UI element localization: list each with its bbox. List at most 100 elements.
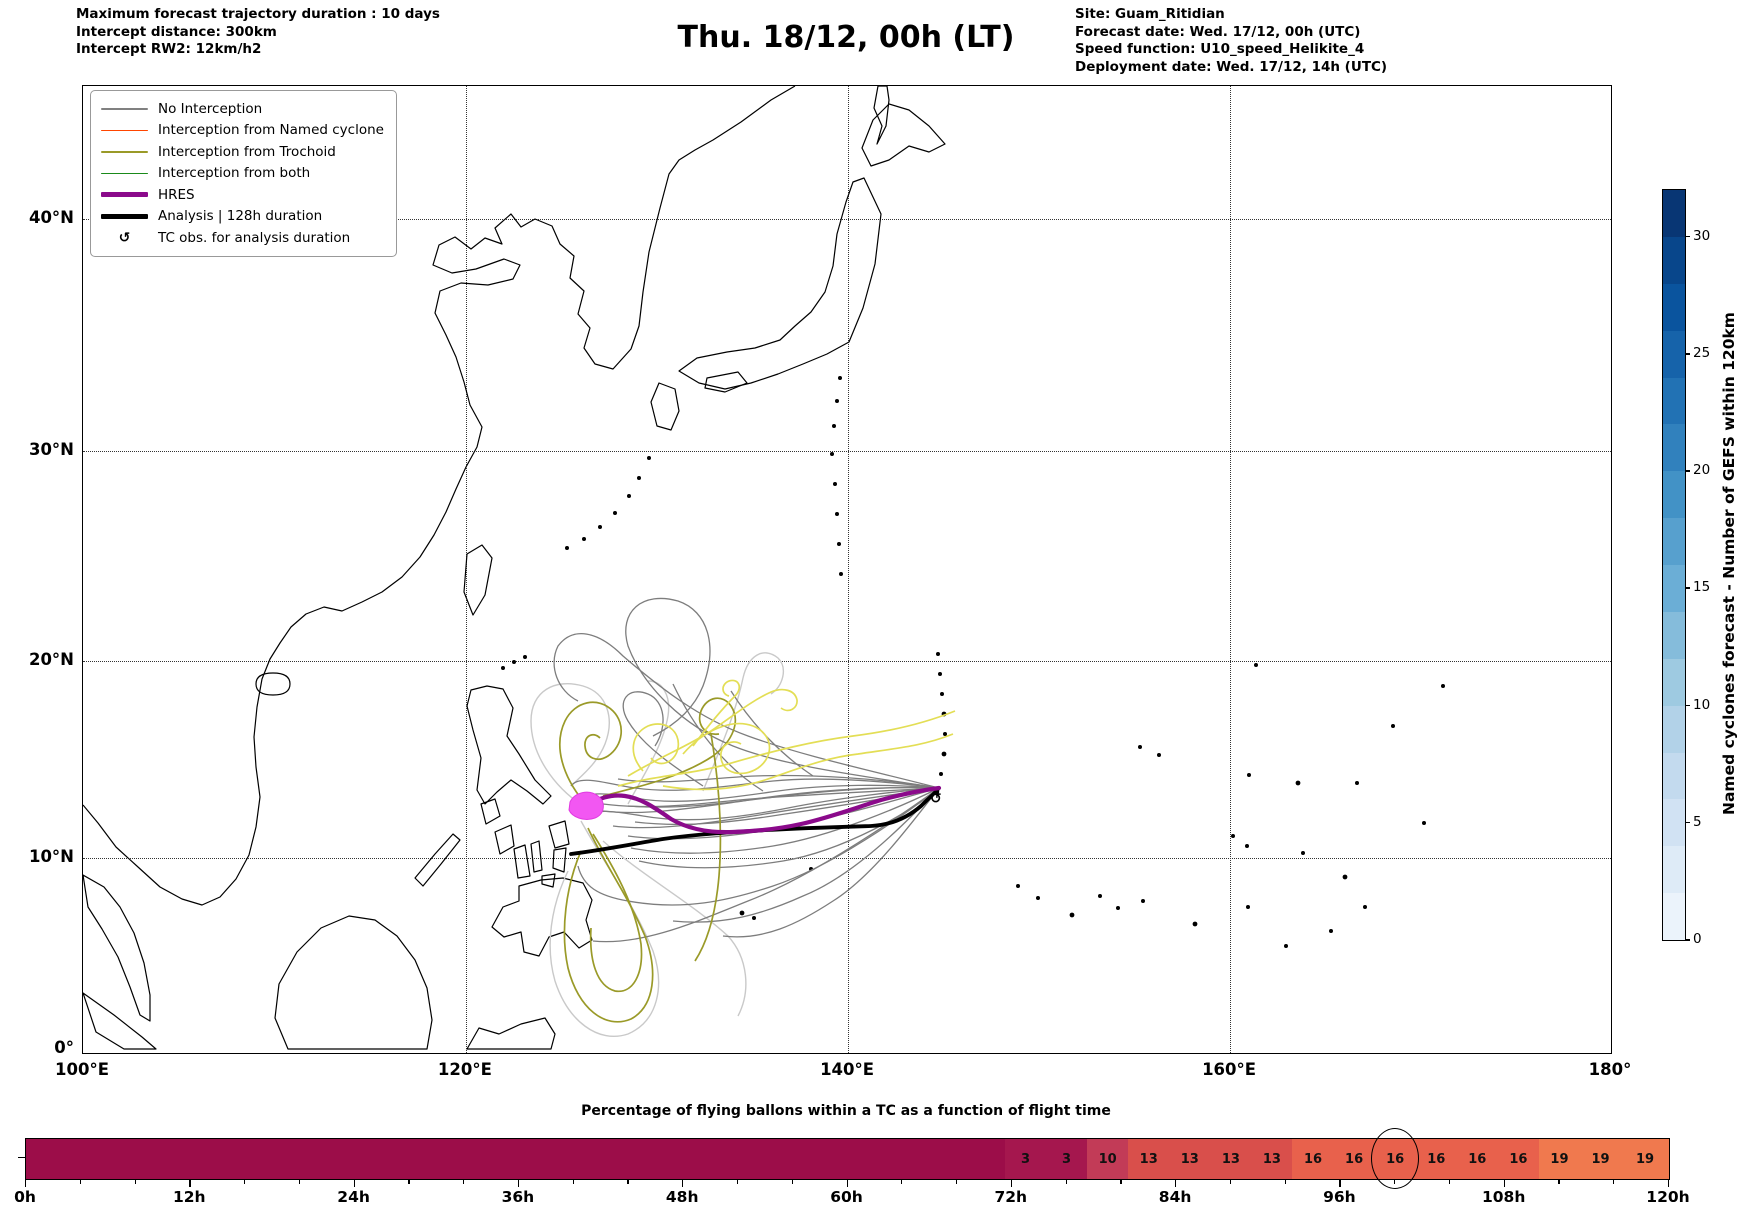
hour-tick-label: 120h [1646,1188,1690,1206]
hour-tick-label: 12h [172,1188,206,1206]
tc-position-cluster [568,791,604,820]
x-tick-label: 100°E [55,1060,109,1079]
flight-bar-cell: 16 [1456,1139,1498,1179]
trajectories-yellow [617,679,956,791]
colorbar-step [1663,658,1685,706]
axis-tick [517,1179,520,1187]
tc-obs-icon: ↺ [118,229,131,246]
flight-bar-cell-value: 16 [1427,1151,1446,1167]
ensemble-trajectories-gray [553,597,940,943]
axis-tick [463,1179,465,1184]
flight-bar-cell: 3 [1046,1139,1088,1179]
site-text: Site: Guam_Ritidian [1075,6,1225,22]
legend-line-swatch [101,129,148,131]
latitude-gridline [83,219,1611,221]
axis-tick [244,1179,246,1184]
colorbar-tick [1685,470,1690,472]
flight-bar-cell-value: 16 [1345,1151,1364,1167]
legend-label: Analysis | 128h duration [158,208,323,225]
hour-tick-label: 36h [501,1188,535,1206]
legend-line-swatch [101,108,148,110]
axis-tick [1558,1179,1560,1184]
legend-item: Interception from Named cyclone [101,120,384,142]
forecast-date-text: Forecast date: Wed. 17/12, 00h (UTC) [1075,23,1361,40]
colorbar-axis-label: Named cyclones forecast - Number of GEFS… [1720,312,1738,816]
axis-tick [1613,1179,1615,1184]
legend-line [101,151,148,153]
colorbar-tick [1685,353,1690,355]
hour-tick-label: 48h [665,1188,699,1206]
axis-tick [134,1179,136,1184]
legend-line-swatch [101,192,148,198]
flight-bar-cell-value: 13 [1139,1151,1158,1167]
axis-tick [1065,1179,1067,1184]
flight-bar-cell-value: 19 [1591,1151,1610,1167]
axis-tick [1503,1179,1505,1187]
site-info-block: Site: Guam_Ritidian Forecast date: Wed. … [1075,6,1387,76]
axis-tick [1284,1179,1286,1184]
colorbar-step [1663,471,1685,519]
flight-bar-cell: 19 [1621,1139,1669,1179]
y-tick-label: 10°N [28,847,74,867]
flight-bar-cell: 16 [1415,1139,1457,1179]
intercept-distance-text: Intercept distance: 300km [76,23,277,40]
axis-tick [791,1179,793,1184]
axis-tick [1668,1179,1670,1187]
speed-function-text: Speed function: U10_speed_Helikite_4 [1075,41,1365,57]
axis-tick [627,1179,629,1184]
flight-bar-cell: 19 [1538,1139,1580,1179]
hour-tick-label: 96h [1323,1188,1356,1206]
flight-bar-cell-value: 13 [1262,1151,1281,1167]
flight-bar-cell-value: 16 [1509,1151,1528,1167]
axis-tick [846,1179,848,1187]
flight-bar-cell-value: 13 [1221,1151,1240,1167]
coastlines [83,86,946,1050]
colorbar-step [1663,611,1685,659]
hour-tick-label: 72h [994,1188,1028,1206]
hour-tick-label: 0h [14,1188,36,1206]
legend-item: Interception from Trochoid [101,141,384,163]
colorbar-step [1663,236,1685,284]
legend-label: TC obs. for analysis duration [158,229,351,246]
colorbar-tick [1685,587,1690,589]
highlight-circle [1371,1128,1420,1189]
axis-tick [1448,1179,1451,1184]
hour-tick-label: 24h [337,1188,370,1206]
legend-label: No Interception [158,100,263,117]
legend-item: HRES [101,184,384,206]
axis-tick [189,1179,191,1187]
colorbar-tick-label: 25 [1693,345,1711,362]
axis-tick [1339,1179,1341,1187]
colorbar-tick-label: 30 [1693,227,1711,244]
flight-bar-cell: 13 [1128,1139,1170,1179]
flight-bar-cell-value: 13 [1180,1151,1199,1167]
axis-tick [1120,1179,1122,1184]
colorbar-tick-label: 20 [1693,462,1711,479]
axis-tick [1010,1179,1013,1187]
flight-bar-cell-value: 19 [1635,1151,1655,1167]
colorbar-step [1663,377,1685,425]
flight-time-heatbar: 3 3 10 13 13 13 13 16 16 16 16 16 16 19 19 19 [25,1138,1670,1180]
colorbar-tick [1685,821,1690,824]
flight-bar-cell-value: 3 [1062,1151,1072,1167]
flight-bar-cell: 3 [1004,1139,1047,1179]
map-legend: No Interception Interception from Named c… [90,90,397,257]
colorbar-tick-label: 0 [1693,931,1702,947]
legend-item: No Interception [101,98,384,120]
hres-track [580,785,942,835]
axis-tick [408,1179,410,1184]
legend-line [101,213,148,219]
y-tick-label: 0° [54,1038,74,1058]
deployment-date-text: Deployment date: Wed. 17/12, 14h (UTC) [1075,58,1388,75]
axis-tick [1229,1179,1232,1184]
flight-bar-cell: 16 [1292,1139,1334,1179]
legend-label: Interception from Named cyclone [158,122,384,139]
colorbar-tick [1685,235,1690,238]
axis-tick [956,1179,958,1184]
flight-bar-cell: 13 [1169,1139,1211,1179]
x-tick-label: 140°E [820,1060,875,1079]
colorbar-step [1663,330,1685,378]
latitude-gridline [83,660,1611,662]
legend-line-swatch [101,213,148,219]
colorbar-step [1663,705,1685,753]
